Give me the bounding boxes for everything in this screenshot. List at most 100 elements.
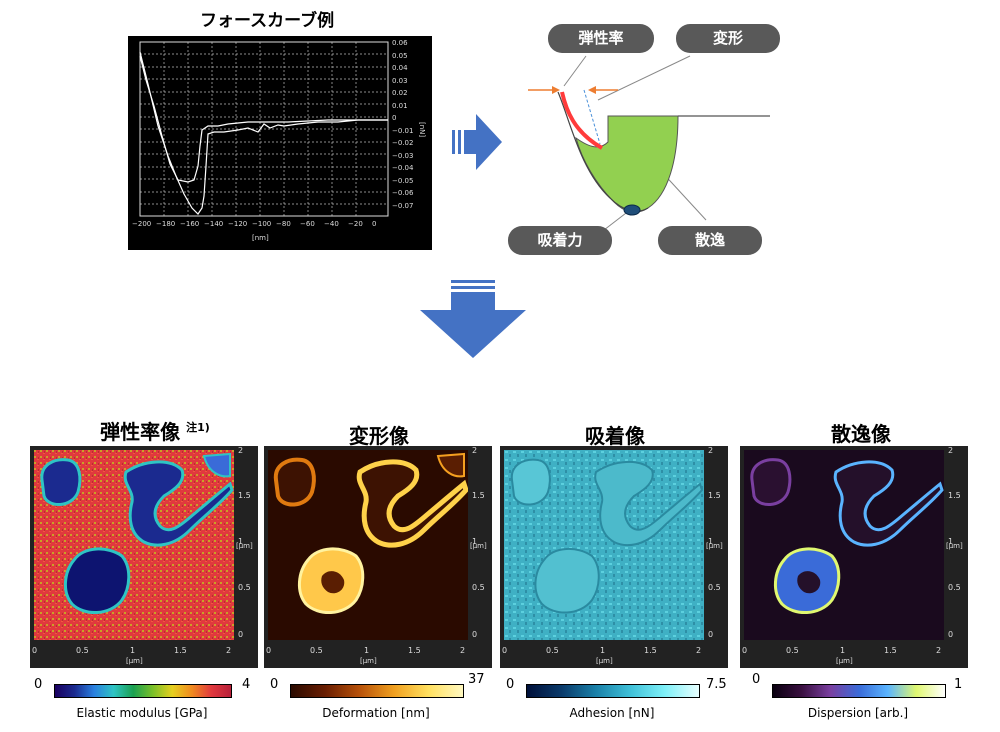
x-tick: 1.5 xyxy=(884,646,897,655)
deformation-dash xyxy=(583,89,601,145)
force-curve-y-tick: −0.04 xyxy=(392,164,414,172)
colorbar-adhesion-max: 7.5 xyxy=(706,677,727,692)
map-dispersion: 2 1.5 1 0.5 0 [μm] 0 0.5 1 1.5 2 [μm] xyxy=(740,446,968,668)
force-curve-y-tick: −0.01 xyxy=(392,126,414,135)
x-tick: 1 xyxy=(364,646,370,655)
y-unit: [μm] xyxy=(946,542,963,550)
force-curve-x-unit: [nm] xyxy=(252,234,269,242)
map-deformation: 2 1.5 1 0.5 0 [μm] 0 0.5 1 1.5 2 [μm] xyxy=(264,446,492,668)
map-elastic: 2 1.5 1 0.5 0 [μm] 0 0.5 1 1.5 2 [μm] xyxy=(30,446,258,668)
x-tick: 2 xyxy=(460,646,466,655)
force-curve-y-unit: [nN] xyxy=(418,122,426,138)
y-tick: 1 xyxy=(948,537,954,546)
colorbar-deformation xyxy=(290,684,464,698)
y-tick: 0.5 xyxy=(238,583,251,592)
label-dispersion: 散逸 xyxy=(658,226,762,255)
y-tick: 0 xyxy=(472,630,478,639)
colorbar-elastic-label: Elastic modulus [GPa] xyxy=(76,706,208,720)
x-tick: 1 xyxy=(600,646,606,655)
force-curve-x-tick: −140 xyxy=(204,220,224,228)
y-tick: 1.5 xyxy=(948,491,961,500)
y-tick: 0 xyxy=(948,630,954,639)
colorbar-adhesion-label: Adhesion [nN] xyxy=(569,706,655,720)
x-unit: [μm] xyxy=(126,657,143,665)
y-unit: [μm] xyxy=(706,542,723,550)
y-tick: 1 xyxy=(708,537,714,546)
x-tick: 0.5 xyxy=(786,646,799,655)
force-curve-title: フォースカーブ例 xyxy=(200,11,335,31)
force-curve-x-tick: −80 xyxy=(276,220,291,228)
y-tick: 1 xyxy=(472,537,478,546)
map-adhesion-image xyxy=(504,450,704,640)
colorbar-elastic-max: 4 xyxy=(242,677,251,692)
x-tick: 1.5 xyxy=(174,646,187,655)
y-unit: [μm] xyxy=(236,542,253,550)
force-curve-y-tick: −0.03 xyxy=(392,151,414,160)
x-tick: 2 xyxy=(226,646,232,655)
colorbar-elastic-min: 0 xyxy=(34,677,43,692)
force-curve-y-tick: −0.07 xyxy=(392,201,414,210)
y-tick: 0.5 xyxy=(948,583,961,592)
x-tick: 1 xyxy=(840,646,846,655)
colorbar-dispersion xyxy=(772,684,946,698)
x-tick: 0.5 xyxy=(76,646,89,655)
y-tick: 2 xyxy=(948,446,954,455)
force-curve-x-tick: −200 xyxy=(132,220,152,228)
colorbar-dispersion-min: 0 xyxy=(752,672,761,687)
x-tick: 1.5 xyxy=(408,646,421,655)
y-tick: 1.5 xyxy=(472,491,485,500)
colorbar-elastic xyxy=(54,684,232,698)
colorbar-deformation-max: 37 xyxy=(468,672,485,687)
map-title-elastic: 弾性率像 注1) xyxy=(100,420,210,444)
colorbar-dispersion-max: 1 xyxy=(954,677,963,692)
x-tick: 0.5 xyxy=(310,646,323,655)
map-title-deformation: 変形像 xyxy=(349,424,409,448)
connector-elastic xyxy=(563,55,587,87)
indent-region xyxy=(575,115,679,213)
y-tick: 0 xyxy=(238,630,244,639)
connector-deformation xyxy=(597,55,691,101)
force-curve-y-tick: 0.01 xyxy=(392,101,408,110)
force-curve-x-tick: −180 xyxy=(156,220,176,228)
force-curve-y-tick: −0.05 xyxy=(392,176,414,185)
force-curve-x-tick: −120 xyxy=(228,220,248,228)
colorbar-deformation-label: Deformation [nm] xyxy=(322,706,430,720)
force-curve-y-tick: 0.02 xyxy=(392,89,408,97)
colorbar-dispersion-label: Dispersion [arb.] xyxy=(807,706,909,720)
x-unit: [μm] xyxy=(596,657,613,665)
y-tick: 2 xyxy=(708,446,714,455)
force-curve-svg xyxy=(139,41,389,217)
map-title-dispersion: 散逸像 xyxy=(831,422,891,446)
y-tick: 0 xyxy=(708,630,714,639)
force-curve-y-tick: 0.03 xyxy=(392,76,408,85)
right-arrow-icon xyxy=(452,114,502,170)
x-tick: 2 xyxy=(936,646,942,655)
x-tick: 0 xyxy=(502,646,508,655)
y-tick: 1 xyxy=(238,537,244,546)
force-curve-x-tick: −60 xyxy=(300,220,315,228)
label-adhesion: 吸着力 xyxy=(508,226,612,255)
y-tick: 2 xyxy=(472,446,478,455)
x-tick: 0 xyxy=(32,646,38,655)
force-curve-y-tick: 0.06 xyxy=(392,39,408,47)
colorbar-adhesion xyxy=(526,684,700,698)
y-tick: 1.5 xyxy=(238,491,251,500)
x-tick: 0.5 xyxy=(546,646,559,655)
label-elastic: 弾性率 xyxy=(548,24,654,53)
x-tick: 2 xyxy=(696,646,702,655)
force-curve-y-tick: −0.06 xyxy=(392,189,414,197)
adhesion-dot xyxy=(623,204,641,216)
force-curve-y-tick: 0 xyxy=(392,114,397,122)
y-unit: [μm] xyxy=(470,542,487,550)
map-adhesion: 2 1.5 1 0.5 0 [μm] 0 0.5 1 1.5 2 [μm] xyxy=(500,446,728,668)
map-deformation-image xyxy=(268,450,468,640)
x-tick: 1 xyxy=(130,646,136,655)
down-arrow-icon xyxy=(420,280,526,358)
force-curve-x-tick: −40 xyxy=(324,220,339,228)
x-unit: [μm] xyxy=(836,657,853,665)
y-tick: 0.5 xyxy=(708,583,721,592)
tip-schematic xyxy=(528,55,770,231)
x-unit: [μm] xyxy=(360,657,377,665)
force-curve-x-tick: −20 xyxy=(348,220,363,228)
x-tick: 0 xyxy=(742,646,748,655)
